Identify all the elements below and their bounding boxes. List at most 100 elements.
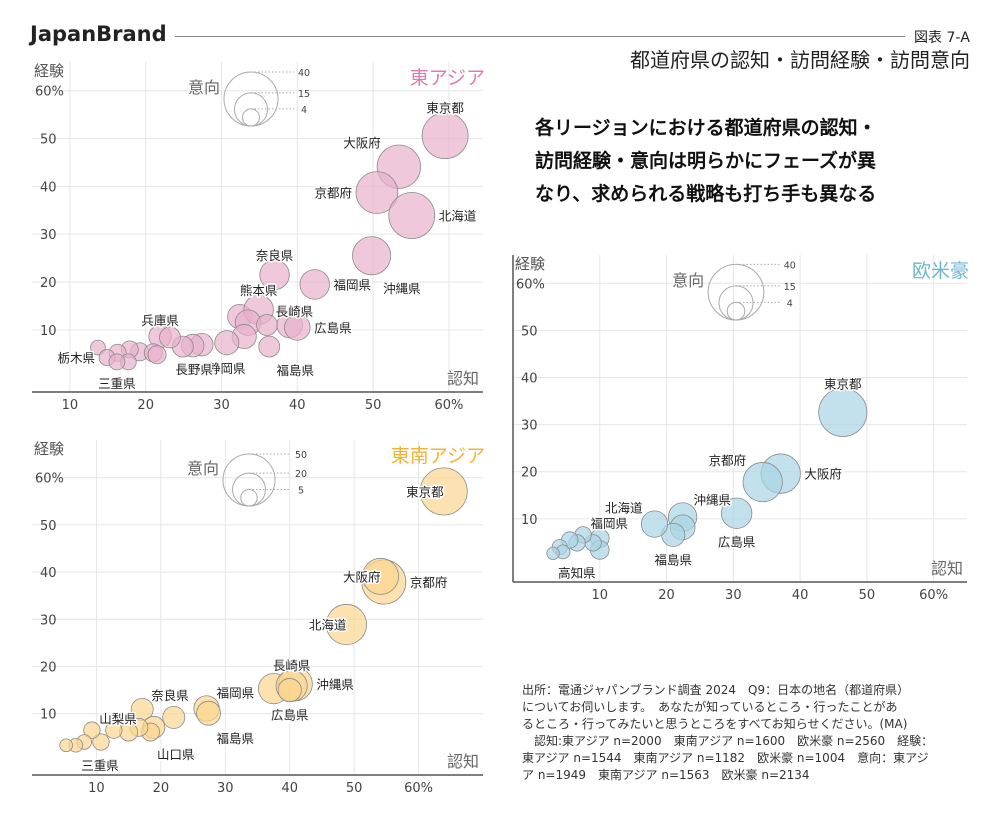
bubble-label: 福岡県 [334,277,372,292]
size-legend-circle [726,301,746,321]
x-tick-label: 30 [213,398,230,413]
size-legend-circle [222,453,276,507]
bubble-label: 長崎県 [273,658,311,673]
bubble-label: 大阪府 [804,467,842,482]
bubble-label: 広島県 [271,708,309,723]
bubble-label: 広島県 [718,534,756,549]
bubble [546,546,560,560]
bubble [83,721,101,739]
bubble-label: 沖縄県 [316,677,354,692]
size-legend-value: 15 [298,89,310,100]
size-legend-circle [241,108,261,127]
bubble-label: 北海道 [439,209,477,224]
bubble [299,269,330,300]
y-tick-label: 10 [521,513,538,528]
x-tick-label: 50 [365,398,382,413]
bubble [147,345,167,365]
bubble-label: 広島県 [314,320,352,335]
bubble [721,497,753,529]
size-legend-value: 15 [784,282,796,293]
bubble-label: 京都府 [709,453,747,468]
bubble [105,721,123,739]
y-tick-label: 40 [521,372,538,387]
bubble-label: 北海道 [605,501,643,516]
bubble [108,353,126,371]
bubble [355,171,399,214]
y-tick-label: 10 [40,324,57,339]
headline: 各リージョンにおける都道府県の認知・ 訪問経験・意向は明らかにフェーズが異 なり… [535,112,877,211]
y-tick-label: 50 [40,133,57,148]
x-axis-label: 認知 [931,559,963,578]
bubble-label: 福岡県 [217,685,255,700]
x-axis-label: 認知 [447,369,479,388]
x-tick-label: 50 [346,781,363,796]
size-legend-value: 4 [787,298,793,309]
bubble [159,326,181,349]
y-tick-label: 60% [35,85,64,100]
bubble-label: 沖縄県 [383,281,421,296]
y-tick-label: 40 [40,180,57,195]
region-title: 東南アジア [391,445,485,467]
bubble-label: 東京都 [824,376,862,391]
bubble [258,335,281,358]
footnote-line: るところ・行ってみたいと思うところをすべてお知らせください。(MA) [522,717,908,731]
footnote-line: 東アジア n=1544 東南アジア n=1182 欧米豪 n=1004 意向：東… [522,751,929,765]
bubble-label: 福岡県 [590,516,628,531]
size-legend-circle [240,489,258,507]
x-tick-label: 60% [919,588,948,603]
bubble [196,700,221,726]
footnote-line: 認知:東アジア n=2000 東南アジア n=1600 欧米豪 n=2560 経… [522,734,934,748]
bubble [818,387,868,437]
y-axis-label: 経験 [34,440,64,458]
x-tick-label: 20 [658,588,675,603]
bubble-label: 熊本県 [240,283,278,298]
bubble [59,738,73,753]
y-tick-label: 30 [40,228,57,243]
bubble [388,192,436,239]
size-legend-title: 意向 [187,459,219,478]
page-subtitle: 都道府県の認知・訪問経験・訪問意向 [630,48,970,72]
bubble-label: 長崎県 [276,304,314,319]
bubble [419,467,468,516]
footnote-line: についてお伺いします。 あなたが知っているところ・行ったことがあ [522,700,898,714]
size-legend-value: 4 [301,105,307,116]
bubble [259,259,290,291]
y-tick-label: 30 [521,419,538,434]
size-legend-circle [718,285,754,321]
region-title: 東アジア [410,67,485,89]
bubble-label: 栃木県 [58,351,96,366]
x-tick-label: 40 [281,781,298,796]
bubble-label: 北海道 [309,617,347,632]
source-footnote: 出所：電通ジャパンブランド調査 2024 Q9：日本の地名（都道府県） について… [522,682,962,784]
bubble-label: 三重県 [81,758,119,773]
size-legend-value: 50 [295,450,307,461]
bubble-label: 奈良県 [256,248,294,263]
figure-number: 図表 7-A [914,30,970,46]
header-divider [175,36,905,37]
bubble [162,705,186,729]
bubble [284,314,311,341]
x-tick-label: 30 [217,781,234,796]
bubble [362,557,399,595]
size-legend-title: 意向 [188,78,220,97]
bubble-label: 山梨県 [99,711,137,726]
bubble-label: 福島県 [654,553,692,568]
size-legend-value: 20 [295,469,307,480]
x-axis-label: 認知 [447,752,479,771]
bubble-label: 沖縄県 [694,493,732,508]
y-tick-label: 60% [35,472,64,487]
x-tick-label: 60% [404,781,433,796]
bubble [277,678,302,703]
x-tick-label: 10 [592,588,609,603]
bubble-label: 京都府 [410,575,448,590]
bubble [421,112,469,160]
headline-line: なり、求められる戦略も打ち手も異なる [535,183,877,205]
size-legend-circle [707,263,765,321]
bubble-label: 静岡県 [208,361,246,376]
x-tick-label: 10 [88,781,105,796]
bubble [92,733,110,751]
y-tick-label: 20 [521,466,538,481]
y-tick-label: 50 [521,324,538,339]
x-tick-label: 10 [62,398,79,413]
x-tick-label: 60% [434,398,463,413]
